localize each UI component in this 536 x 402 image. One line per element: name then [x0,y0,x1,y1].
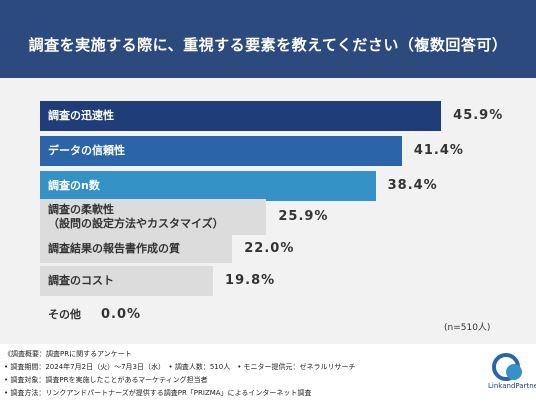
value-label: 45.9% [453,108,504,123]
value-label: 22.0% [244,241,295,256]
sample-note: (n=510人) [444,323,491,333]
header-band [0,0,536,78]
value-label: 0.0% [101,307,142,322]
logo-text: LinkandPartners [488,382,536,390]
category-label: 調査の迅速性 [48,109,114,122]
value-label: 38.4% [387,178,438,193]
value-label: 25.9% [278,209,329,224]
category-label: その他 [48,308,81,321]
logo-mark [492,353,522,381]
bar [40,266,214,296]
footer-note: • 調査対象：調査PRを実施したことがあるマーケティング担当者 [4,376,208,384]
value-label: 19.8% [225,273,276,288]
category-label: 調査の柔軟性 （設問の設定方法やカスタマイズ） [48,203,224,230]
value-label: 41.4% [413,143,464,158]
footer-note: • 調査期間：2024年7月2日（火）〜7月3日（水） • 調査人数：510人 … [4,363,356,371]
category-label: 調査のn数 [48,179,100,192]
category-label: 調査のコスト [48,274,114,287]
bar [40,136,402,166]
footer-note: • 調査方法：リンクアンドパートナーズが提供する調査PR「PRIZMA」によるイ… [4,389,312,397]
bar [40,199,267,235]
footer-note: 《調査概要：調査PRに関するアンケート [4,350,132,358]
bar [40,171,376,201]
bar [40,101,442,131]
bar [40,235,233,263]
category-label: 調査結果の報告書作成の質 [48,242,180,255]
category-label: データの信頼性 [48,144,125,157]
chart-title: 調査を実施する際に、重視する要素を教えてください（複数回答可） [28,36,508,54]
